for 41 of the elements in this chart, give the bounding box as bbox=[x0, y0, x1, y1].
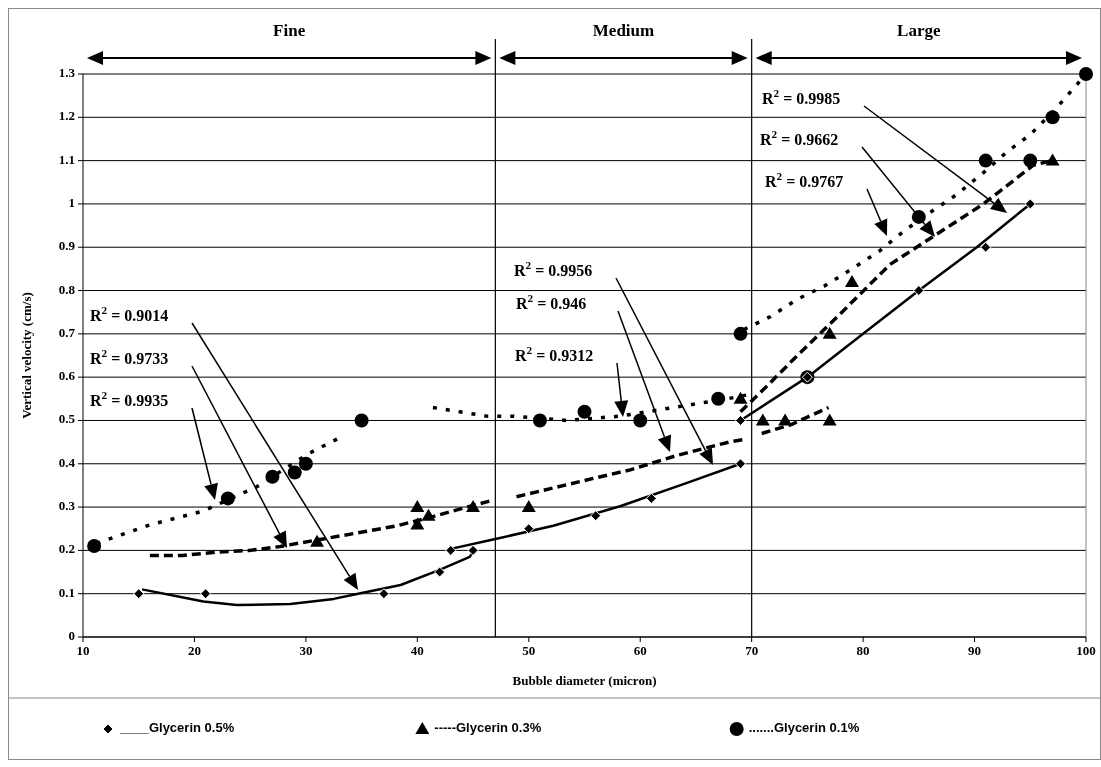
y-tick-label: 0 bbox=[68, 627, 75, 643]
x-tick-label: 60 bbox=[633, 643, 647, 658]
x-tick-label: 80 bbox=[856, 643, 870, 658]
y-tick-label: 0.8 bbox=[58, 281, 76, 297]
x-tick-label: 10 bbox=[76, 643, 90, 658]
x-tick-label: 100 bbox=[1076, 643, 1096, 658]
x-tick-label: 50 bbox=[522, 643, 536, 658]
y-tick-label: 0.5 bbox=[58, 411, 76, 427]
x-axis-title: Bubble diameter (micron) bbox=[512, 672, 657, 688]
annotation: R$^{2}$ = 0.9662 bbox=[760, 127, 839, 148]
y-tick-label: 1.2 bbox=[58, 108, 75, 124]
y-tick-label: 0.4 bbox=[58, 454, 76, 470]
text: Medium bbox=[592, 20, 655, 40]
annotation: R$^{2}$ = 0.946 bbox=[516, 291, 587, 312]
annotation: R$^{2}$ = 0.9014 bbox=[90, 303, 169, 324]
annotation: R$^{2}$ = 0.9312 bbox=[515, 343, 594, 364]
annotation: R$^{2}$ = 0.9733 bbox=[90, 346, 169, 367]
text: Fine bbox=[273, 20, 306, 40]
y-tick-label: 0.9 bbox=[58, 238, 76, 254]
x-tick-label: 20 bbox=[187, 643, 201, 658]
x-tick-label: 30 bbox=[299, 643, 313, 658]
legend-label: -----Glycerin 0.3% bbox=[434, 720, 542, 736]
legend-label: ____Glycerin 0.5% bbox=[119, 720, 235, 736]
annotation: R$^{2}$ = 0.9956 bbox=[514, 258, 593, 279]
x-tick-label: 90 bbox=[968, 643, 982, 658]
y-tick-label: 0.2 bbox=[58, 541, 75, 557]
legend-label: .......Glycerin 0.1% bbox=[748, 720, 860, 736]
y-tick-label: 0.7 bbox=[58, 324, 76, 340]
annotation: R$^{2}$ = 0.9935 bbox=[90, 388, 169, 409]
y-axis-title: Vertical velocity (cm/s) bbox=[18, 292, 34, 419]
y-tick-label: 0.3 bbox=[58, 498, 76, 514]
annotation: R$^{2}$ = 0.9985 bbox=[762, 86, 841, 107]
x-tick-label: 40 bbox=[410, 643, 424, 658]
x-tick-label: 70 bbox=[745, 643, 759, 658]
y-tick-label: 1 bbox=[68, 194, 75, 210]
y-tick-label: 1.3 bbox=[58, 64, 76, 80]
y-tick-label: 0.1 bbox=[58, 584, 75, 600]
y-tick-label: 0.6 bbox=[58, 368, 76, 384]
y-tick-label: 1.1 bbox=[58, 151, 75, 167]
annotation: R$^{2}$ = 0.9767 bbox=[765, 169, 844, 190]
text: Large bbox=[897, 20, 941, 40]
